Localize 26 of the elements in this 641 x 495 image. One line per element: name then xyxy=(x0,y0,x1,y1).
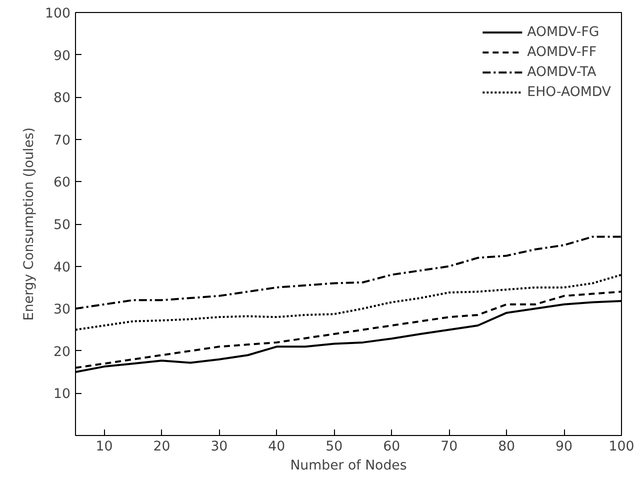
x-axis-title: Number of Nodes xyxy=(290,458,407,474)
x-tick-label: 80 xyxy=(498,440,516,454)
legend-label: AOMDV-TA xyxy=(527,64,596,80)
x-tick-label: 50 xyxy=(326,440,343,454)
y-axis-title: Energy Consumption (Joules) xyxy=(22,127,38,321)
y-tick-label: 10 xyxy=(54,387,71,402)
legend-label: EHO-AOMDV xyxy=(527,84,611,100)
y-tick-label: 50 xyxy=(54,218,71,233)
y-tick-label: 20 xyxy=(54,344,71,360)
x-tick-label: 30 xyxy=(210,440,228,454)
x-tick-label: 40 xyxy=(268,440,286,454)
legend-label: AOMDV-FF xyxy=(527,44,597,60)
x-tick-label: 60 xyxy=(383,440,400,454)
x-tick-label: 100 xyxy=(608,440,634,454)
y-tick-label: 80 xyxy=(54,91,71,106)
y-tick-label: 60 xyxy=(54,176,71,191)
x-tick-label: 20 xyxy=(153,440,170,454)
legend-label: AOMDV-FG xyxy=(527,24,600,40)
x-tick-label: 90 xyxy=(556,440,573,454)
y-tick-label: 100 xyxy=(45,6,71,22)
y-tick-label: 70 xyxy=(54,133,71,148)
x-tick-label: 10 xyxy=(96,440,113,454)
x-tick-label: 70 xyxy=(440,440,458,454)
y-tick-label: 30 xyxy=(54,302,71,318)
y-tick-label: 40 xyxy=(54,260,71,276)
y-tick-label: 90 xyxy=(54,48,71,64)
